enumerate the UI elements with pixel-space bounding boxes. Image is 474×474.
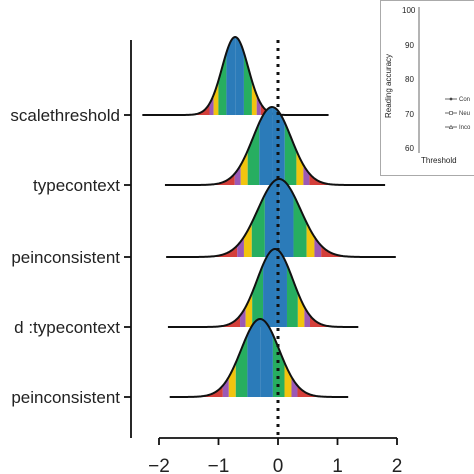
y-tick-label: peinconsistent (11, 248, 120, 267)
ridge (169, 318, 349, 398)
ridge-band (259, 107, 273, 185)
ridge-band (247, 319, 261, 397)
inset-ytick-label: 60 (405, 144, 414, 153)
inset-y-ticks: 100 90 80 70 60 (402, 6, 416, 153)
ridge-band (310, 315, 329, 327)
inset-legend-marker (449, 97, 453, 101)
ridge-band (218, 52, 227, 115)
x-tick-label: 1 (332, 456, 343, 474)
ridge-band (284, 122, 297, 185)
ridge-band (213, 80, 219, 115)
x-axis: −2 −1 0 1 2 (148, 438, 402, 474)
ridge (164, 106, 386, 186)
ridge-band (251, 194, 265, 257)
ridge-band (260, 319, 273, 397)
x-tick-label: 0 (273, 456, 284, 474)
ridge-band (243, 222, 252, 257)
ridge-band (228, 362, 236, 397)
inset-legend: Con Neu Inco (445, 97, 471, 131)
y-tick-label: peinconsistent (11, 388, 120, 407)
ridge-band (306, 222, 315, 257)
ridge-band (293, 194, 307, 257)
ridge-band (235, 334, 248, 397)
ridge-band (304, 306, 311, 327)
y-tick-label: typecontext (33, 176, 120, 195)
ridge-band (296, 150, 304, 185)
ridge-band (243, 52, 252, 115)
ridge-band (240, 306, 246, 327)
ridge-band (263, 249, 276, 327)
y-tick-label: d :typecontext (14, 318, 120, 337)
inset-legend-item: Inco (459, 125, 471, 131)
ridge-outline (166, 178, 396, 258)
ridge-outline (167, 248, 359, 328)
inset-ytick-label: 90 (405, 41, 414, 50)
inset-line-chart: 100 90 80 70 60 Reading accuracy Thresho… (380, 0, 474, 176)
ridge-band (275, 249, 287, 327)
ridge-band (279, 179, 294, 257)
ridge-band (272, 334, 285, 397)
ridge-outline (164, 106, 386, 186)
ridge-band (221, 315, 241, 327)
inset-legend-marker (448, 124, 454, 129)
inset-ytick-label: 100 (402, 6, 416, 15)
inset-legend-marker (449, 111, 453, 115)
ridge-band (251, 80, 257, 115)
inset-legend-item: Neu (459, 111, 470, 117)
ridge-band (309, 173, 330, 185)
ridge-band (234, 164, 241, 185)
y-tick-label: scalethreshold (10, 106, 120, 125)
ridge-band (209, 94, 214, 115)
ridge-band (222, 376, 229, 397)
ridge-band (314, 236, 322, 257)
ridge-band (240, 150, 248, 185)
ridge-outline (169, 318, 349, 398)
ridge-band (286, 264, 298, 327)
ridge-band (195, 103, 210, 115)
ridge-band (247, 122, 260, 185)
inset-x-axis-label: Threshold (421, 156, 457, 165)
ridges-group (142, 36, 396, 398)
y-axis: scalethreshold typecontext peinconsistent d… (10, 106, 131, 407)
ridge-band (321, 245, 344, 257)
ridge-band (245, 292, 253, 327)
x-tick-label: 2 (392, 456, 403, 474)
ridge-band (235, 37, 244, 115)
ridge-band (203, 385, 223, 397)
ridge-band (264, 179, 280, 257)
inset-legend-item: Con (459, 97, 470, 103)
ridge-band (214, 245, 238, 257)
ridge (142, 36, 329, 116)
ridge (167, 248, 359, 328)
ridge-band (297, 292, 305, 327)
inset-y-axis-label: Reading accuracy (384, 54, 393, 118)
ridge-band (214, 173, 235, 185)
ridge-band (291, 376, 298, 397)
ridge-outline (142, 36, 329, 116)
ridge-band (237, 236, 244, 257)
inset-ytick-label: 70 (405, 110, 414, 119)
ridge-band (303, 164, 310, 185)
inset-ytick-label: 80 (405, 75, 414, 84)
ridge-band (256, 94, 261, 115)
ridge-band (284, 362, 292, 397)
ridge (166, 178, 396, 258)
x-tick-label: −2 (148, 456, 170, 474)
ridge-band (297, 385, 318, 397)
ridge-band (252, 264, 264, 327)
ridge-band (226, 37, 236, 115)
x-tick-label: −1 (208, 456, 230, 474)
